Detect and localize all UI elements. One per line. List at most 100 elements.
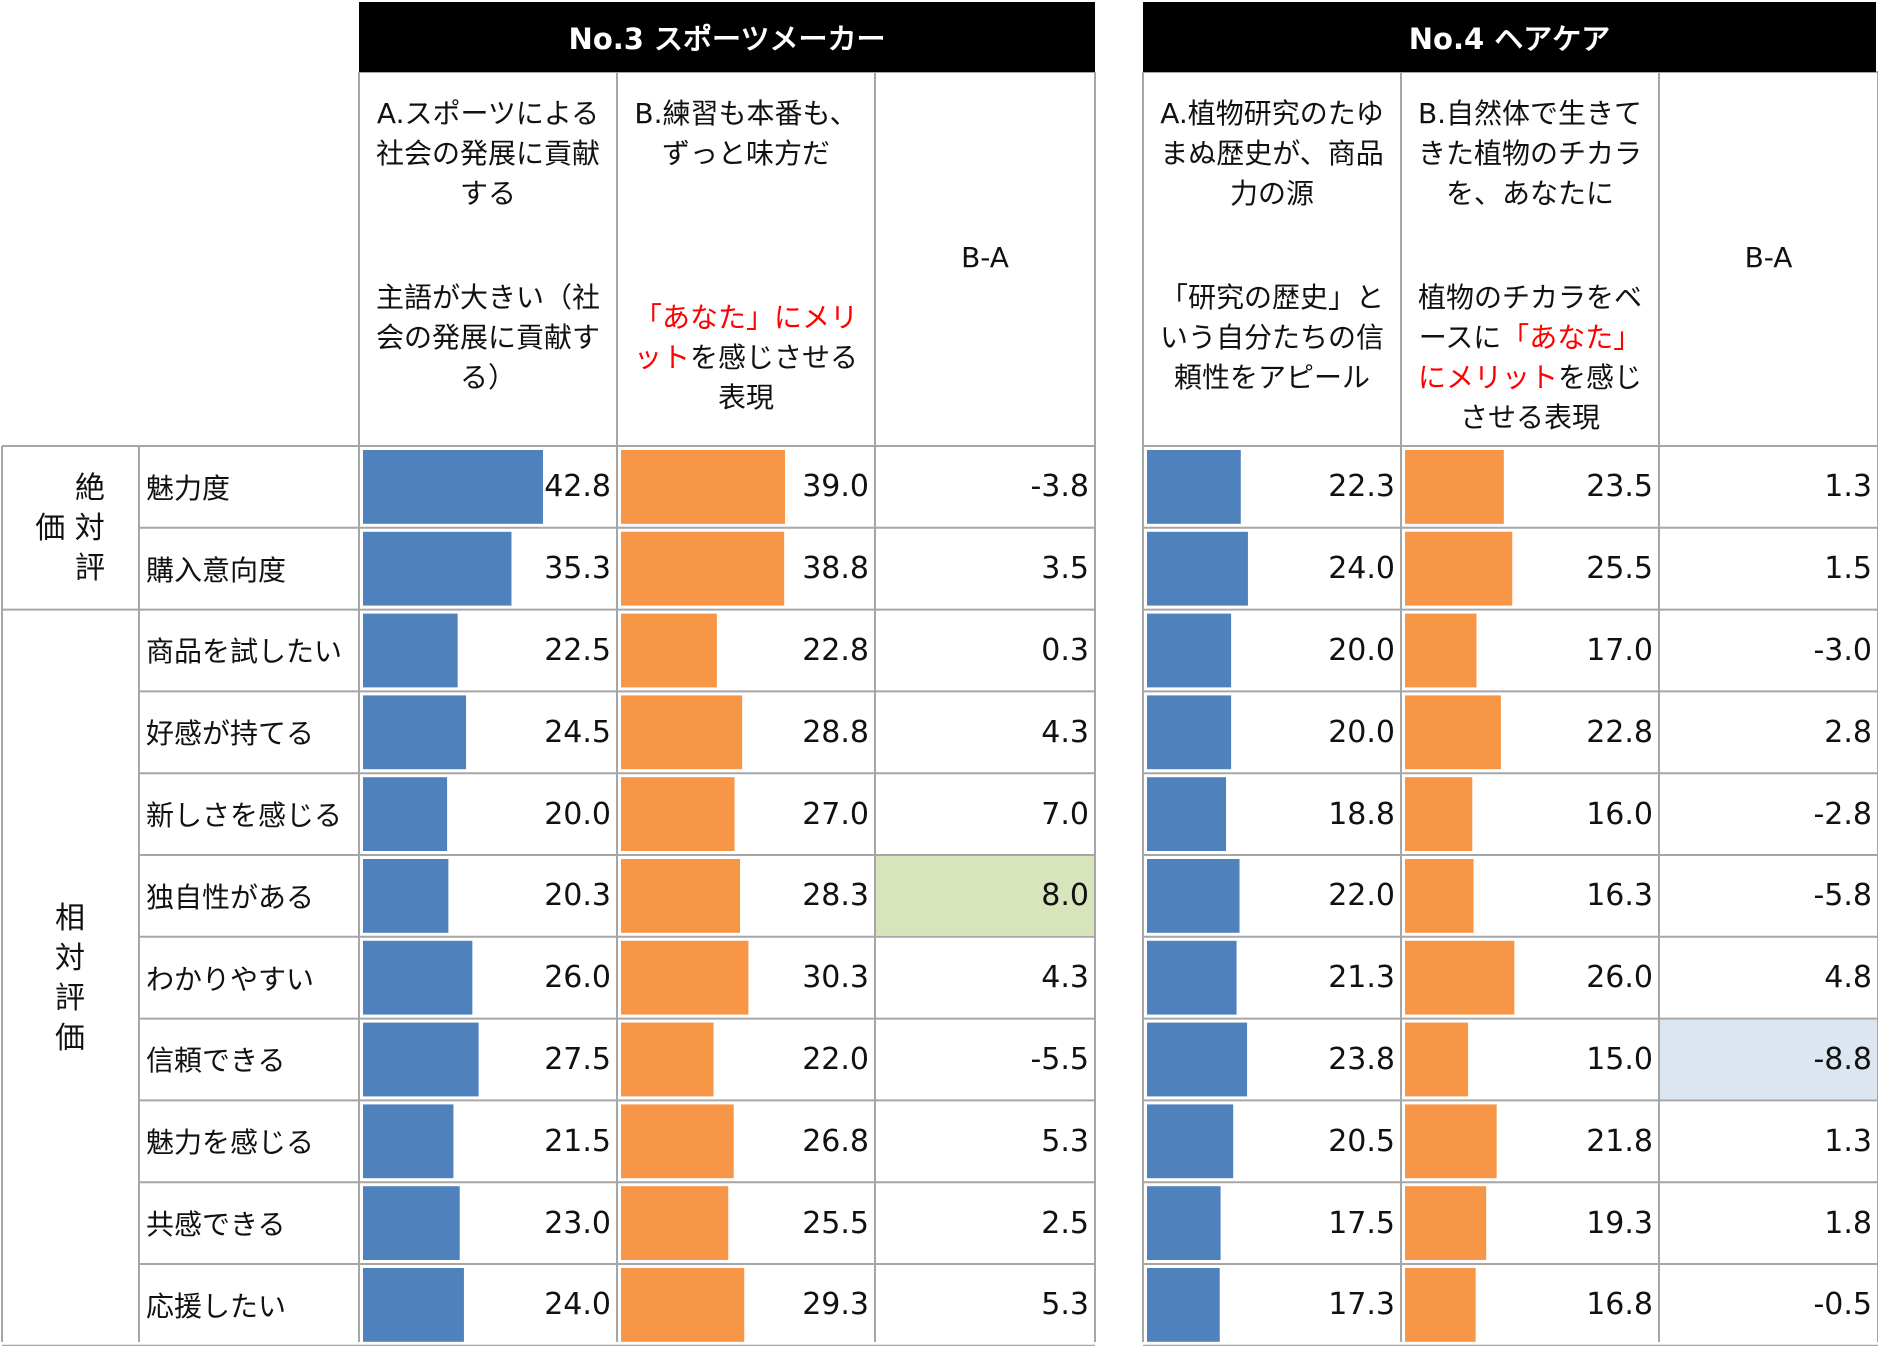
value-label-b: 28.8 bbox=[802, 714, 869, 750]
bar-b bbox=[1405, 613, 1477, 688]
bar-b bbox=[1405, 695, 1501, 770]
row-label: 新しさを感じる bbox=[146, 799, 343, 833]
bar-a bbox=[363, 777, 448, 851]
bar-b bbox=[1405, 1022, 1469, 1097]
diff-value: -0.5 bbox=[1813, 1287, 1872, 1323]
bar-a bbox=[363, 1186, 460, 1260]
bar-a bbox=[1147, 531, 1248, 606]
diff-value: 3.5 bbox=[1041, 551, 1089, 587]
col-a-note: 主語が大きい（社会の発展に貢献する） bbox=[375, 281, 600, 394]
bar-b bbox=[621, 1104, 734, 1179]
col-a-note: 「研究の歴史」という自分たちの信頼性をアピール bbox=[1159, 281, 1384, 394]
row-label: 商品を試したい bbox=[146, 635, 343, 669]
diff-value: 4.3 bbox=[1041, 714, 1089, 750]
col-a-headline: A.スポーツによる社会の発展に貢献する bbox=[375, 97, 600, 210]
col-b-header: B.自然体で生きてきた植物のチカラを、あなたに 植物のチカラをベースに「あなた」… bbox=[1401, 72, 1659, 444]
value-label-b: 39.0 bbox=[802, 469, 869, 505]
diff-value: 2.8 bbox=[1824, 714, 1872, 750]
diff-value: 4.8 bbox=[1824, 960, 1872, 996]
bar-b bbox=[621, 695, 743, 770]
diff-value: 7.0 bbox=[1041, 796, 1089, 832]
diff-value: 5.3 bbox=[1041, 1123, 1089, 1159]
group-label-char: 対 bbox=[55, 941, 85, 976]
value-label-a: 24.0 bbox=[544, 1287, 611, 1323]
diff-header-label: B-A bbox=[961, 241, 1009, 274]
row-label: わかりやすい bbox=[146, 962, 315, 996]
col-b-note: 植物のチカラをベースに「あなた」にメリットを感じさせる表現 bbox=[1405, 278, 1655, 438]
diff-header: B-A bbox=[1659, 72, 1878, 444]
bar-b bbox=[1405, 859, 1474, 933]
bar-a bbox=[1147, 777, 1227, 851]
value-label-a: 35.3 bbox=[544, 551, 611, 587]
col-a-header: A.植物研究のたゆまぬ歴史が、商品力の源 「研究の歴史」という自分たちの信頼性を… bbox=[1143, 72, 1401, 444]
diff-value: 5.3 bbox=[1041, 1287, 1089, 1323]
bar-a bbox=[1147, 1022, 1248, 1097]
bar-b bbox=[1405, 940, 1515, 1015]
value-label-a: 21.3 bbox=[1328, 960, 1395, 996]
value-label-b: 22.8 bbox=[1586, 714, 1653, 750]
value-label-b: 16.8 bbox=[1586, 1287, 1653, 1323]
col-b-note-rest: を感じさせる表現 bbox=[690, 341, 859, 414]
bar-b bbox=[621, 1268, 745, 1342]
diff-value: 1.3 bbox=[1824, 1123, 1872, 1159]
value-label-b: 26.8 bbox=[802, 1123, 869, 1159]
bar-b bbox=[1405, 1268, 1476, 1342]
value-label-b: 29.3 bbox=[802, 1287, 869, 1323]
diff-header: B-A bbox=[875, 72, 1095, 444]
value-label-b: 16.0 bbox=[1586, 796, 1653, 832]
value-label-b: 28.3 bbox=[802, 878, 869, 914]
col-b-note-emphasis: 「あなた」にメリット bbox=[633, 301, 858, 374]
chart-no4 bbox=[1142, 71, 1878, 1346]
diff-value: -8.8 bbox=[1813, 1041, 1872, 1077]
bar-b bbox=[621, 859, 741, 933]
bar-a bbox=[1147, 940, 1237, 1015]
bar-a bbox=[1147, 613, 1232, 688]
bar-b bbox=[621, 777, 735, 851]
row-label: 好感が持てる bbox=[146, 717, 315, 751]
col-b-note-emphasis: 「あなた」にメリット bbox=[1417, 321, 1642, 394]
bar-b bbox=[621, 1186, 729, 1260]
bar-a bbox=[363, 695, 467, 770]
bar-a bbox=[363, 1022, 479, 1097]
value-label-a: 26.0 bbox=[544, 960, 611, 996]
bar-a bbox=[1147, 1268, 1220, 1342]
bar-b bbox=[1405, 450, 1504, 524]
value-label-a: 24.5 bbox=[544, 714, 611, 750]
value-label-b: 21.8 bbox=[1586, 1123, 1653, 1159]
group-label-absolute-1: 絶 bbox=[75, 471, 105, 506]
group-label-absolute-2: 価 対 bbox=[35, 511, 105, 546]
col-b-note-rest: を感じさせる表現 bbox=[1459, 361, 1643, 434]
group-label-relative: 相対評価 bbox=[50, 899, 90, 1059]
row-label: 独自性がある bbox=[146, 880, 315, 914]
value-label-b: 25.5 bbox=[1586, 551, 1653, 587]
bar-a bbox=[1147, 450, 1241, 524]
row-label: 購入意向度 bbox=[146, 553, 287, 587]
value-label-b: 23.5 bbox=[1586, 469, 1653, 505]
value-label-a: 22.0 bbox=[1328, 878, 1395, 914]
bar-a bbox=[1147, 695, 1232, 770]
group-label-char: 評 bbox=[55, 981, 85, 1016]
row-label: 魅力を感じる bbox=[146, 1126, 315, 1160]
bar-a bbox=[1147, 1186, 1221, 1260]
diff-value: -5.5 bbox=[1030, 1041, 1089, 1077]
diff-value: -2.8 bbox=[1813, 796, 1872, 832]
bar-b bbox=[1405, 531, 1513, 606]
value-label-a: 17.3 bbox=[1328, 1287, 1395, 1323]
col-a-headline: A.植物研究のたゆまぬ歴史が、商品力の源 bbox=[1160, 97, 1384, 210]
value-label-b: 22.0 bbox=[802, 1041, 869, 1077]
bar-b bbox=[621, 940, 749, 1015]
panel-title: No.3 スポーツメーカー bbox=[359, 2, 1095, 72]
value-label-b: 26.0 bbox=[1586, 960, 1653, 996]
bar-a bbox=[363, 859, 449, 933]
value-label-b: 25.5 bbox=[802, 1205, 869, 1241]
row-label: 魅力度 bbox=[146, 471, 231, 505]
row-label: 応援したい bbox=[146, 1289, 287, 1323]
value-label-a: 20.3 bbox=[544, 878, 611, 914]
bar-a bbox=[363, 531, 512, 606]
diff-value: 1.3 bbox=[1824, 469, 1872, 505]
group-label-char: 相 bbox=[55, 901, 85, 936]
col-b-header: B.練習も本番も、ずっと味方だ 「あなた」にメリットを感じさせる表現 bbox=[617, 72, 875, 444]
value-label-a: 20.0 bbox=[544, 796, 611, 832]
bar-a bbox=[1147, 859, 1240, 933]
panel-no3: No.3 スポーツメーカー A.スポーツによる社会の発展に貢献する 主語が大きい… bbox=[1, 2, 1096, 1346]
